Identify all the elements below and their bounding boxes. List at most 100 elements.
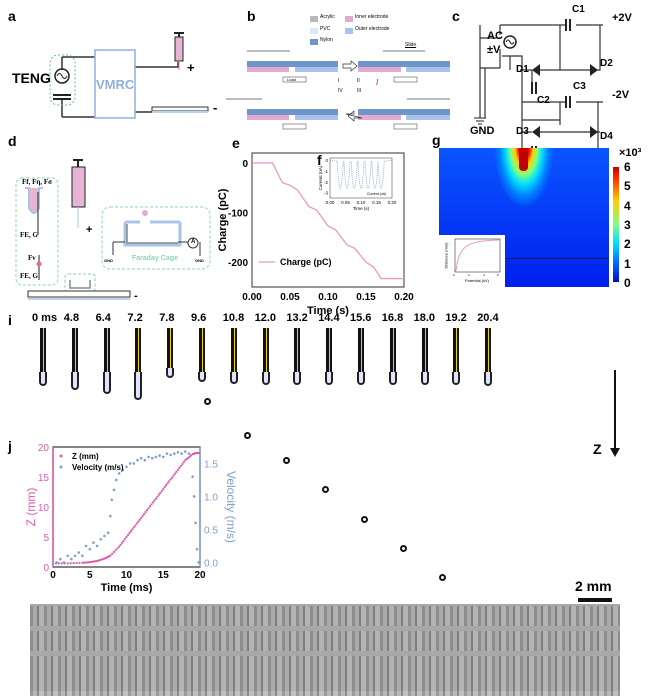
- z-point: [66, 562, 69, 565]
- velocity-point: [117, 472, 121, 475]
- force-labels-bottom: FE, G: [20, 272, 38, 280]
- z-point: [140, 516, 143, 519]
- time-label: 14.4: [318, 312, 340, 324]
- h-xtick: 2: [468, 273, 470, 277]
- falling-droplet: [439, 574, 446, 581]
- z-point: [148, 505, 152, 508]
- z-point: [175, 470, 178, 473]
- colorbar-tick: 3: [624, 217, 631, 232]
- faraday-cage-label: Faraday Cage: [132, 255, 178, 262]
- velocity-point: [191, 475, 194, 478]
- z-point: [143, 512, 146, 516]
- velocity-point: [194, 521, 197, 525]
- teng-label: TENG: [12, 70, 51, 86]
- velocity-point: [66, 554, 69, 558]
- needle: [294, 328, 301, 373]
- needle: [103, 328, 110, 373]
- velocity-point: [77, 551, 81, 554]
- z-point: [160, 489, 163, 493]
- time-label: 7.2: [127, 312, 143, 324]
- legend-acrylic: Acrylic: [320, 14, 335, 20]
- needle: [40, 328, 46, 373]
- z-point: [122, 539, 125, 542]
- z-point: [135, 522, 138, 525]
- needle: [389, 328, 396, 373]
- f-y-label: Current (nA): [318, 165, 323, 190]
- legend-swatch-inner: [345, 16, 353, 22]
- velocity-point: [169, 453, 172, 457]
- z-point: [78, 561, 81, 565]
- droplet-tip: [484, 372, 493, 386]
- droplet-tip: [166, 368, 175, 378]
- z-point: [72, 562, 75, 565]
- z-tick-label: 0: [43, 563, 49, 574]
- falling-droplet: [244, 432, 251, 439]
- minus-2v-label: -2V: [612, 89, 630, 101]
- velocity-point: [103, 534, 106, 538]
- time-label: 19.2: [445, 312, 467, 324]
- z-point: [188, 455, 191, 458]
- f-y-tick: -1: [324, 169, 328, 174]
- z-axis-arrow: [614, 370, 616, 450]
- z-point: [69, 562, 72, 565]
- velocity-point: [59, 557, 62, 561]
- velocity-point: [106, 531, 110, 535]
- f-x-tick: 0.05: [341, 200, 350, 205]
- droplet-tip: [325, 372, 334, 385]
- z-point: [126, 533, 130, 537]
- velocity-point: [161, 455, 165, 459]
- colorbar-tick: 4: [624, 198, 631, 213]
- velocity-point: [114, 478, 118, 482]
- plus-2v-label: +2V: [612, 12, 632, 24]
- velocity-point: [128, 462, 132, 465]
- z-point: [137, 520, 140, 523]
- velocity-point: [110, 498, 114, 502]
- velocity-point: [187, 452, 191, 455]
- droplet-tip: [261, 372, 270, 385]
- z-point: [181, 462, 184, 466]
- distance-potential-curve: [454, 238, 501, 273]
- legend-z-marker: [59, 454, 63, 458]
- z-point: [169, 478, 172, 481]
- f-x-tick: 0.20: [388, 200, 397, 205]
- z-point: [184, 459, 187, 462]
- velocity-point: [109, 514, 112, 518]
- z-point: [114, 549, 117, 552]
- panel-b-teng-cycle: [226, 50, 450, 130]
- z-point: [110, 552, 114, 555]
- z-point: [165, 484, 168, 487]
- panel-label-f: f: [317, 152, 322, 168]
- panel-label-e: e: [232, 135, 240, 151]
- x-axis-label: Time (s): [307, 305, 349, 317]
- panel-c-voltage-multiplier: [474, 19, 603, 158]
- gnd-label: GND: [470, 125, 495, 137]
- legend-inner-electrode: Inner electrode: [355, 14, 389, 20]
- colorbar-tick: 0: [624, 275, 631, 290]
- legend-swatch-nylon: [310, 39, 318, 45]
- z-point: [162, 487, 165, 491]
- d3-label: D3: [516, 126, 529, 137]
- z-point: [75, 561, 78, 565]
- velocity-point: [195, 547, 199, 551]
- z-point: [123, 537, 127, 541]
- velocity-point: [99, 538, 103, 541]
- z-point: [187, 456, 190, 459]
- f-y-tick: 0: [325, 158, 328, 163]
- ammeter-icon: A: [191, 239, 196, 245]
- legend-z-label: Z (mm): [72, 452, 99, 461]
- d2-label: D2: [600, 58, 613, 69]
- z-point: [157, 493, 160, 496]
- time-label: 4.8: [63, 312, 80, 324]
- stage-I: I: [338, 78, 340, 84]
- panel-h-inset: 0 2 4 6 Potential (kV) Distance (mm): [439, 235, 505, 287]
- z-tick-label: 5: [43, 533, 49, 544]
- velocity-point: [192, 495, 196, 498]
- h-xtick: 6: [497, 273, 499, 277]
- z-point: [150, 503, 153, 506]
- velocity-point: [176, 450, 180, 454]
- legend-outer-electrode: Outer electrode: [355, 26, 390, 32]
- time-label: 13.2: [286, 312, 308, 324]
- velocity-point: [62, 561, 66, 564]
- strip-row: [30, 606, 620, 626]
- z-point: [57, 562, 60, 565]
